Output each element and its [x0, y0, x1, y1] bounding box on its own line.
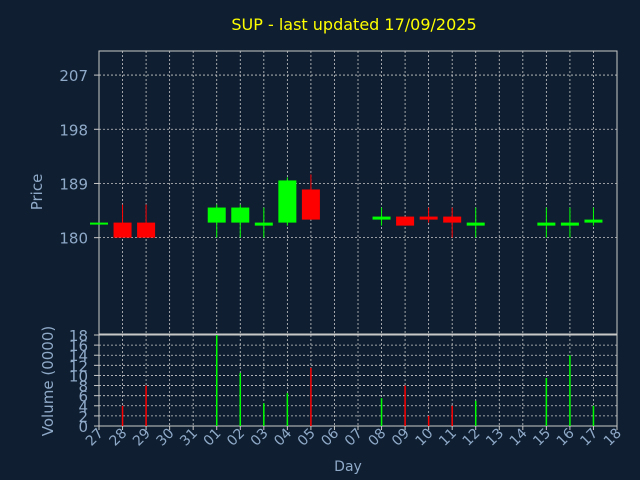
- day-tick-label: 09: [389, 426, 413, 450]
- day-tick-label: 29: [130, 426, 154, 450]
- candle-body: [372, 216, 391, 220]
- volume-tick-label: 4: [78, 398, 88, 416]
- day-tick-label: 16: [554, 425, 578, 449]
- volume-bar: [404, 385, 406, 426]
- chart-title: SUP - last updated 17/09/2025: [231, 15, 476, 34]
- day-tick-label: 10: [413, 426, 437, 450]
- price-axis-label: Price: [28, 174, 46, 211]
- day-tick-label: 14: [507, 425, 531, 449]
- price-panel: 180 189 198 207: [59, 50, 618, 335]
- volume-tick-label: 14: [69, 347, 88, 365]
- day-tick-label: 17: [577, 426, 601, 450]
- candle-body: [443, 216, 462, 223]
- day-tick-label: 28: [106, 426, 130, 450]
- volume-bar: [427, 415, 430, 426]
- day-tick-label: 04: [271, 425, 295, 449]
- candle-body: [90, 222, 108, 225]
- volume-tick-label: 10: [69, 367, 88, 385]
- volume-bar: [474, 400, 477, 426]
- day-tick-label: 30: [154, 426, 178, 450]
- candle-body: [137, 222, 156, 238]
- volume-tick-label: 8: [78, 378, 88, 396]
- volume-tick-label: 18: [69, 327, 88, 345]
- volume-tick-label: 16: [69, 337, 88, 355]
- day-tick-label: 07: [342, 426, 366, 450]
- day-tick-label: 03: [248, 426, 272, 450]
- price-tick-label: 207: [59, 67, 88, 85]
- candle-body: [231, 207, 250, 223]
- candle-body: [278, 180, 297, 223]
- candle-body: [396, 216, 415, 226]
- volume-bar: [215, 335, 218, 426]
- day-tick-label: 01: [201, 426, 225, 450]
- candle-body: [466, 222, 485, 226]
- day-tick-label: 05: [295, 426, 319, 450]
- volume-tick-label: 2: [78, 408, 88, 426]
- candle-body: [254, 222, 273, 226]
- volume-bar: [380, 398, 383, 426]
- candle-body: [113, 222, 132, 238]
- day-tick-label: 15: [530, 426, 554, 450]
- volume-bar: [286, 393, 289, 426]
- volume-tick-label: 0: [78, 418, 88, 436]
- day-tick-label: 12: [460, 426, 484, 450]
- candle-body: [584, 219, 603, 223]
- volume-bar: [545, 377, 548, 426]
- volume-bar: [569, 355, 571, 426]
- day-tick-label: 13: [483, 426, 507, 450]
- volume-bar: [121, 405, 124, 426]
- volume-bar: [239, 372, 242, 426]
- volume-bar: [451, 405, 453, 426]
- day-axis-label: Day: [334, 459, 362, 475]
- volume-bar: [310, 367, 312, 426]
- day-tick-label: 06: [318, 425, 342, 449]
- price-tick-label: 198: [59, 121, 88, 139]
- day-tick-label: 08: [365, 426, 389, 450]
- volume-bar: [263, 403, 265, 426]
- candle-body: [560, 222, 579, 226]
- price-plot-frame: [98, 50, 618, 335]
- candle-body: [419, 216, 438, 220]
- day-tick-label: 02: [224, 426, 248, 450]
- volume-tick-label: 12: [69, 357, 88, 375]
- candle-body: [537, 222, 556, 226]
- volume-tick-label: 6: [78, 388, 88, 406]
- volume-bar: [592, 405, 595, 426]
- day-tick-label: 11: [436, 426, 460, 450]
- price-tick-label: 189: [59, 175, 88, 193]
- candle-body: [207, 207, 226, 223]
- day-tick-label: 31: [177, 426, 201, 450]
- volume-axis-label: Volume (0000): [39, 326, 57, 436]
- day-tick-label: 18: [601, 426, 625, 450]
- price-tick-label: 180: [59, 230, 88, 248]
- volume-bar: [145, 385, 147, 426]
- candle-body: [301, 189, 320, 220]
